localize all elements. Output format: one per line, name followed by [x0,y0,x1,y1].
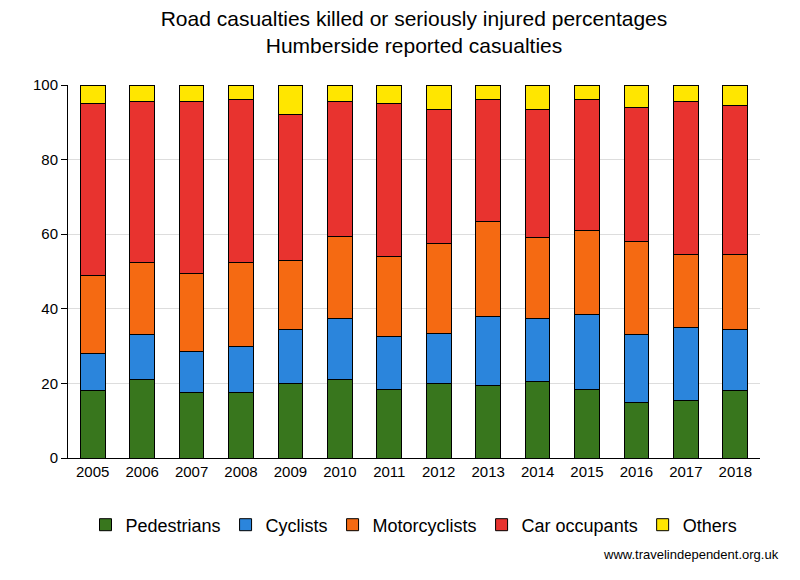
svg-text:www.travelindependent.org.uk: www.travelindependent.org.uk [603,547,779,562]
svg-text:2018: 2018 [719,463,752,480]
svg-text:2005: 2005 [76,463,109,480]
svg-text:2015: 2015 [570,463,603,480]
svg-text:100: 100 [33,76,58,93]
svg-text:80: 80 [41,151,58,168]
svg-text:2017: 2017 [669,463,702,480]
svg-text:2012: 2012 [422,463,455,480]
svg-text:2016: 2016 [620,463,653,480]
svg-text:Pedestrians: Pedestrians [126,516,221,536]
svg-text:Car occupants: Car occupants [522,516,638,536]
svg-text:Others: Others [683,516,737,536]
svg-text:2013: 2013 [471,463,504,480]
svg-text:20: 20 [41,375,58,392]
svg-text:0: 0 [50,449,58,466]
svg-text:2008: 2008 [224,463,257,480]
svg-text:2006: 2006 [125,463,158,480]
svg-text:2011: 2011 [373,463,405,480]
svg-text:2010: 2010 [323,463,356,480]
svg-text:2009: 2009 [274,463,307,480]
svg-text:2007: 2007 [175,463,208,480]
svg-text:Cyclists: Cyclists [266,516,328,536]
svg-text:2014: 2014 [521,463,554,480]
svg-text:60: 60 [41,225,58,242]
svg-text:Motorcyclists: Motorcyclists [373,516,477,536]
svg-text:40: 40 [41,300,58,317]
svg-text:Road casualties killed or seri: Road casualties killed or seriously inju… [161,7,668,57]
